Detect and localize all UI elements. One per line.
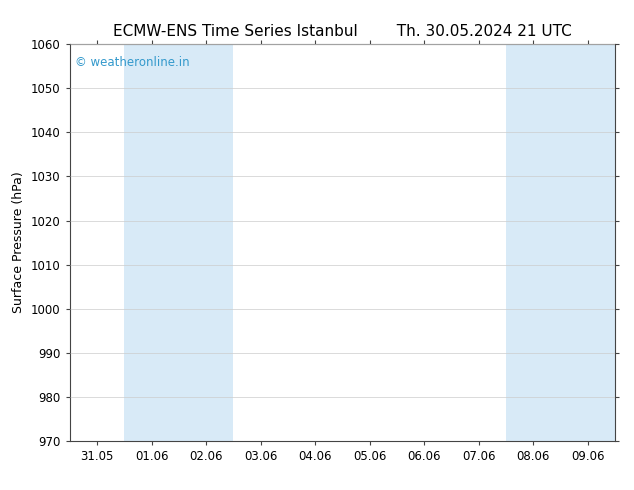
Text: © weatheronline.in: © weatheronline.in xyxy=(75,56,190,69)
Bar xyxy=(179,44,233,441)
Y-axis label: Surface Pressure (hPa): Surface Pressure (hPa) xyxy=(13,172,25,314)
Bar xyxy=(124,44,179,441)
Bar xyxy=(506,44,560,441)
Title: ECMW-ENS Time Series Istanbul        Th. 30.05.2024 21 UTC: ECMW-ENS Time Series Istanbul Th. 30.05.… xyxy=(113,24,572,39)
Bar xyxy=(560,44,615,441)
